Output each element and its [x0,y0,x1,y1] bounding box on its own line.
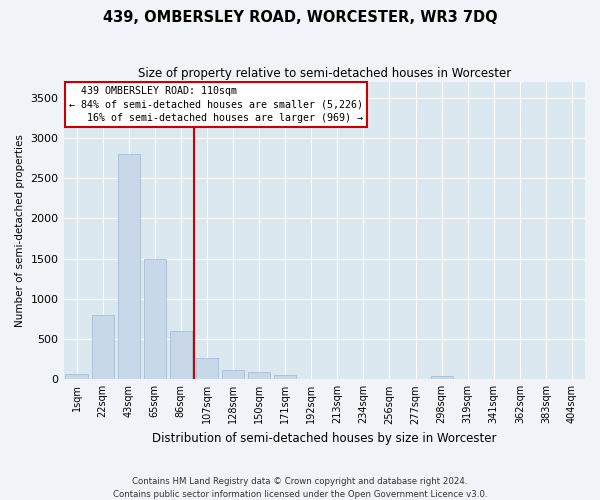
Bar [170,331,192,380]
Bar [300,378,322,380]
Bar [248,372,270,380]
Bar [65,374,88,380]
Bar [431,376,452,380]
Title: Size of property relative to semi-detached houses in Worcester: Size of property relative to semi-detach… [137,68,511,80]
Y-axis label: Number of semi-detached properties: Number of semi-detached properties [15,134,25,327]
Bar [118,154,140,380]
X-axis label: Distribution of semi-detached houses by size in Worcester: Distribution of semi-detached houses by … [152,432,497,445]
Text: 439 OMBERSLEY ROAD: 110sqm
← 84% of semi-detached houses are smaller (5,226)
   : 439 OMBERSLEY ROAD: 110sqm ← 84% of semi… [69,86,363,122]
Bar [222,370,244,380]
Text: 439, OMBERSLEY ROAD, WORCESTER, WR3 7DQ: 439, OMBERSLEY ROAD, WORCESTER, WR3 7DQ [103,10,497,25]
Bar [92,315,114,380]
Text: Contains HM Land Registry data © Crown copyright and database right 2024.
Contai: Contains HM Land Registry data © Crown c… [113,478,487,499]
Bar [274,376,296,380]
Bar [196,358,218,380]
Bar [144,258,166,380]
